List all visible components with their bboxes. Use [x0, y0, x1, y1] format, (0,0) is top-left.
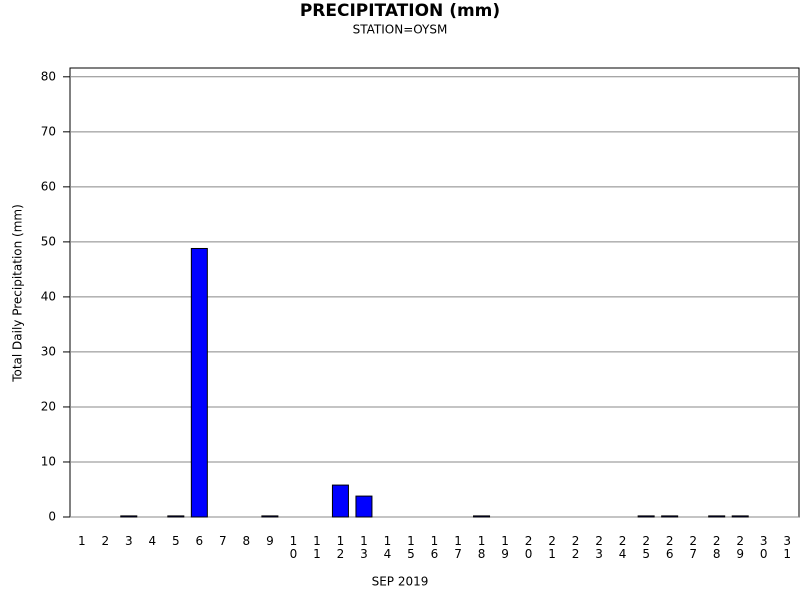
- y-tick-label: 70: [41, 124, 56, 138]
- x-tick-label: 7: [219, 534, 227, 548]
- bar: [167, 515, 185, 518]
- bar: [661, 515, 679, 518]
- y-axis-label: Total Daily Precipitation (mm): [11, 204, 25, 383]
- y-tick-label: 80: [41, 69, 56, 83]
- bar: [331, 484, 349, 518]
- x-tick-label: 1: [78, 534, 86, 548]
- x-tick-label: 6: [196, 534, 204, 548]
- y-tick-label: 20: [41, 399, 56, 413]
- x-axis-label: SEP 2019: [372, 575, 429, 589]
- y-tick-label: 60: [41, 179, 56, 193]
- bar: [261, 515, 279, 518]
- x-tick-label: 9: [266, 534, 274, 548]
- x-tick-label: 5: [172, 534, 180, 548]
- x-tick-label: 8: [243, 534, 251, 548]
- y-tick-label: 40: [41, 289, 56, 303]
- y-tick-label: 0: [48, 510, 56, 524]
- y-tick-label: 30: [41, 344, 56, 358]
- bar: [473, 515, 491, 518]
- y-tick-label: 10: [41, 454, 56, 468]
- chart-title: PRECIPITATION (mm): [300, 1, 500, 21]
- plot-frame: [69, 67, 800, 518]
- bar: [637, 515, 655, 518]
- chart-subtitle: STATION=OYSM: [353, 23, 448, 37]
- bar: [190, 247, 208, 518]
- y-tick-label: 50: [41, 234, 56, 248]
- bar: [120, 515, 138, 518]
- bar: [708, 515, 726, 518]
- x-tick-label: 2: [101, 534, 109, 548]
- x-tick-label: 3: [125, 534, 133, 548]
- bar: [731, 515, 749, 518]
- bar: [355, 495, 373, 518]
- x-tick-label: 4: [148, 534, 156, 548]
